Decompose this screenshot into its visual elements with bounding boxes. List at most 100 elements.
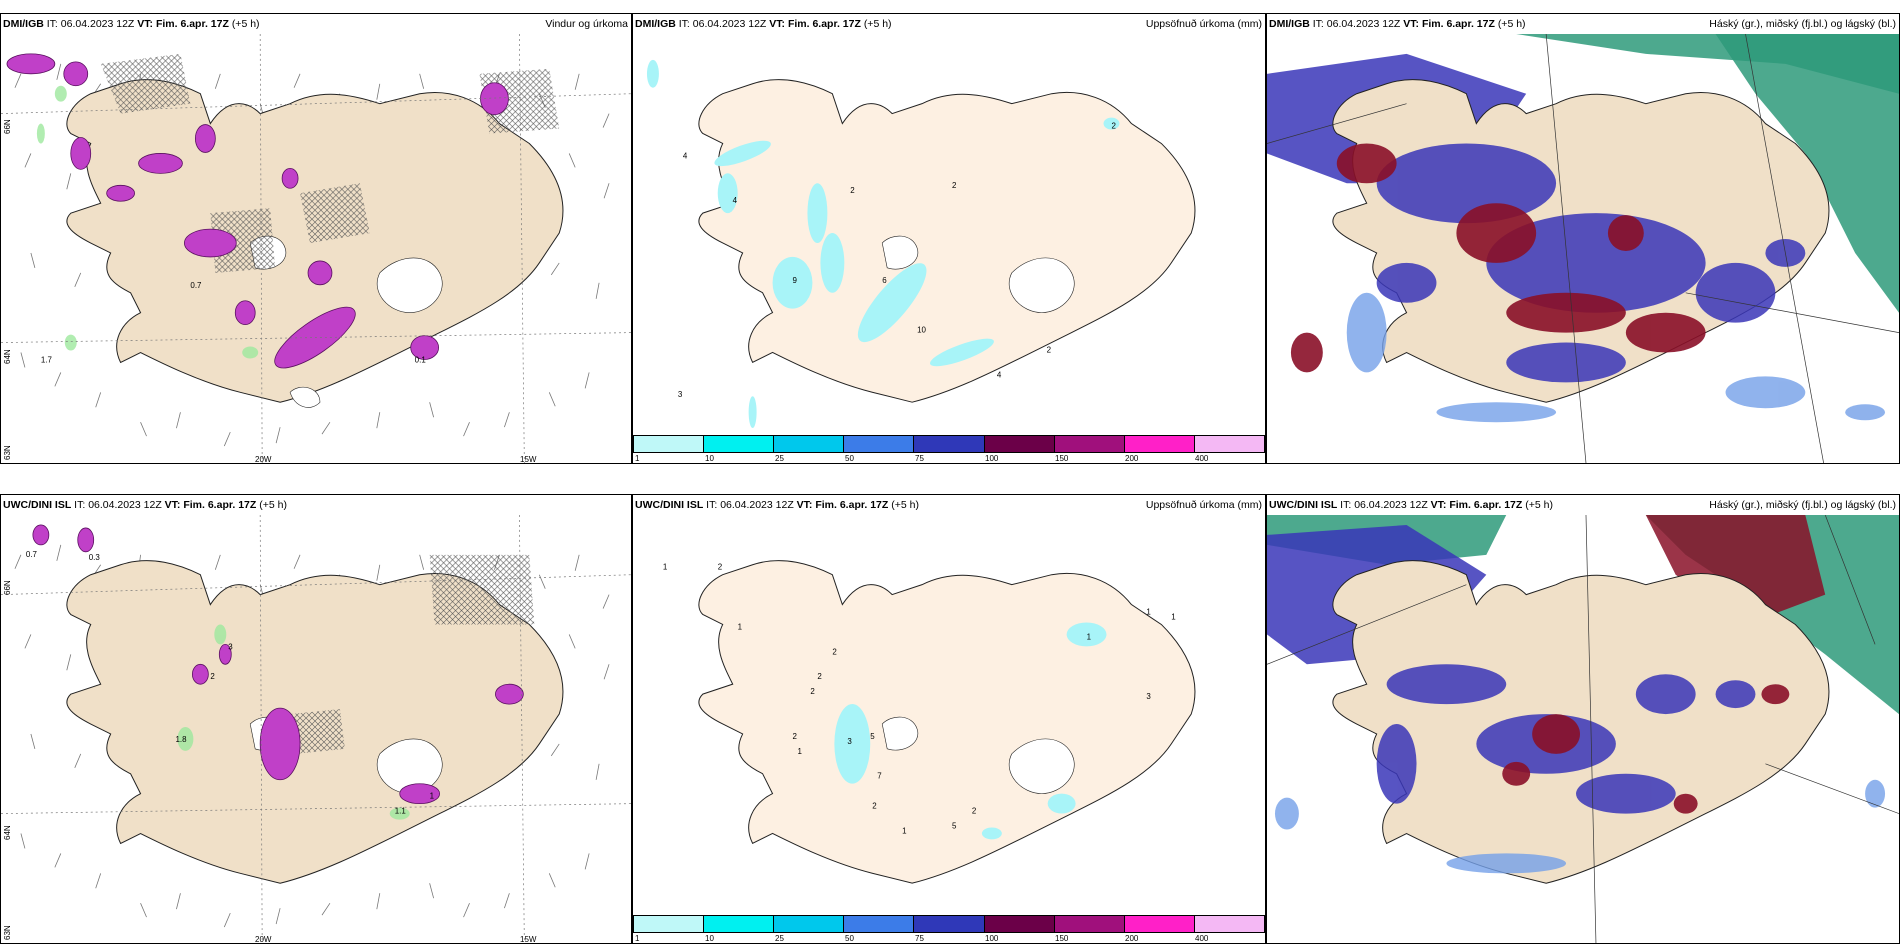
precip-value: 6 (882, 276, 887, 285)
colorbar-label: 400 (1195, 454, 1209, 463)
lead-time: (+5 h) (1525, 499, 1553, 511)
valid-time: Fim. 6.apr. 17Z (183, 499, 257, 511)
colorbar-swatch (634, 916, 705, 932)
colorbar-swatch (984, 436, 1055, 452)
hatched-area (210, 208, 276, 273)
mid-cloud-patches (1376, 143, 1806, 383)
precip-value: 0.7 (190, 281, 202, 290)
colorbar (633, 435, 1265, 453)
precip-value: 2 (972, 807, 977, 816)
colorbar-label: 150 (1055, 454, 1069, 463)
precip-shading (834, 622, 1107, 840)
precip-value: 5 (870, 732, 875, 741)
precip-value: 2 (817, 672, 822, 681)
model-name: DMI/IGB (635, 18, 676, 30)
it-label: IT: (1340, 499, 1352, 511)
precip-value: 0.3 (89, 553, 101, 562)
panel-title: Háský (gr.), miðský (fj.bl.) og lágský (… (1709, 499, 1896, 511)
hatched-area (429, 554, 535, 625)
lat-label: 63N (3, 445, 12, 460)
init-time: 06.04.2023 12Z (60, 18, 135, 30)
vt-label: VT: (164, 499, 181, 511)
colorbar-swatch (914, 436, 985, 452)
precip-value: 1 (797, 747, 802, 756)
iceland-map-svg: 4 2 4 2 2 9 6 10 3 4 2 (646, 59, 1196, 429)
precip-value: 2 (952, 181, 957, 190)
precip-value: 0.7 (26, 550, 38, 559)
hatched-area (300, 183, 370, 244)
colorbar-swatch (774, 916, 845, 932)
colorbar-label: 25 (775, 454, 784, 463)
vt-label: VT: (1430, 499, 1447, 511)
lat-label: 66N (3, 119, 12, 134)
colorbar-swatch (1194, 436, 1264, 452)
colorbar-swatch (914, 916, 985, 932)
colorbar-label: 400 (1195, 934, 1209, 943)
colorbar-swatch (984, 916, 1055, 932)
precip-value: 1 (663, 563, 668, 572)
panel-header: UWC/DINI ISL IT: 06.04.2023 12Z VT: Fim.… (633, 495, 1265, 515)
model-name: UWC/DINI ISL (1269, 499, 1338, 511)
colorbar-label: 10 (705, 934, 714, 943)
panel-header: DMI/IGB IT: 06.04.2023 12Z VT: Fim. 6.ap… (1, 14, 631, 34)
valid-time: Fim. 6.apr. 17Z (155, 18, 229, 30)
model-name: DMI/IGB (3, 18, 44, 30)
panel-title: Háský (gr.), miðský (fj.bl.) og lágský (… (1709, 18, 1896, 30)
model-name: UWC/DINI ISL (3, 499, 72, 511)
it-label: IT: (46, 18, 58, 30)
panel-uwc-wind: UWC/DINI ISL IT: 06.04.2023 12Z VT: Fim.… (0, 494, 632, 944)
colorbar-label: 75 (915, 454, 924, 463)
precip-value: 3 (228, 642, 233, 651)
graticule (1267, 515, 1899, 943)
precip-value: 1.1 (395, 807, 407, 816)
iceland-land (698, 560, 1196, 884)
init-time: 06.04.2023 12Z (1354, 499, 1428, 511)
low-cloud-patches (1274, 779, 1886, 874)
precip-value: 2 (1047, 345, 1052, 354)
colorbar-label: 100 (985, 454, 999, 463)
lon-label: 15W (520, 935, 537, 944)
iceland-map-svg: 1 2 1 2 2 2 1 2 3 5 7 1 2 5 2 1 1 1 3 (663, 560, 1196, 884)
colorbar-swatch (704, 916, 775, 932)
panel-dmi-precip-accum: DMI/IGB IT: 06.04.2023 12Z VT: Fim. 6.ap… (632, 13, 1266, 464)
lead-time: (+5 h) (863, 18, 892, 30)
colorbar-label: 1 (635, 454, 640, 463)
model-name: UWC/DINI ISL (635, 499, 704, 511)
graticule (1, 515, 631, 943)
panel-title: Vindur og úrkoma (545, 18, 628, 30)
colorbar (633, 915, 1265, 933)
colorbar-label: 50 (845, 934, 854, 943)
precip-value: 0.1 (415, 355, 427, 364)
precip-value: 1 (1146, 608, 1151, 617)
colorbar-label: 200 (1125, 454, 1139, 463)
precip-value: 2 (210, 672, 215, 681)
it-label: IT: (678, 18, 690, 30)
dark-cloud (1645, 515, 1826, 625)
precip-value: 10 (917, 326, 926, 335)
precip-value: 2 (810, 687, 815, 696)
high-cloud (1715, 34, 1899, 313)
panel-dmi-clouds: DMI/IGB IT: 06.04.2023 12Z VT: Fim. 6.ap… (1266, 13, 1900, 464)
dark-cloud-patches (1290, 143, 1706, 373)
iceland-map-svg: 0.7 1.7 0.1 (1, 34, 631, 463)
colorbar-label: 150 (1055, 934, 1069, 943)
precip-value: 1.8 (175, 735, 187, 744)
iceland-map-svg (1267, 515, 1899, 943)
colorbar-swatch (1054, 436, 1125, 452)
panel-header: DMI/IGB IT: 06.04.2023 12Z VT: Fim. 6.ap… (633, 14, 1265, 34)
colorbar-swatch (634, 436, 705, 452)
colorbar-label: 25 (775, 934, 784, 943)
lead-time: (+5 h) (259, 499, 287, 511)
lat-label: 64N (3, 349, 12, 364)
precip-value: 1 (430, 792, 435, 801)
valid-time: Fim. 6.apr. 17Z (787, 18, 861, 30)
precip-cells (32, 524, 524, 805)
init-time: 06.04.2023 12Z (720, 499, 794, 511)
it-label: IT: (1312, 18, 1324, 30)
colorbar-swatch (1124, 436, 1195, 452)
precip-value: 2 (718, 563, 723, 572)
lat-label: 66N (3, 580, 12, 595)
panel-uwc-clouds: UWC/DINI ISL IT: 06.04.2023 12Z VT: Fim.… (1266, 494, 1900, 944)
precip-value: 2 (872, 802, 877, 811)
panel-header: DMI/IGB IT: 06.04.2023 12Z VT: Fim. 6.ap… (1267, 14, 1899, 34)
